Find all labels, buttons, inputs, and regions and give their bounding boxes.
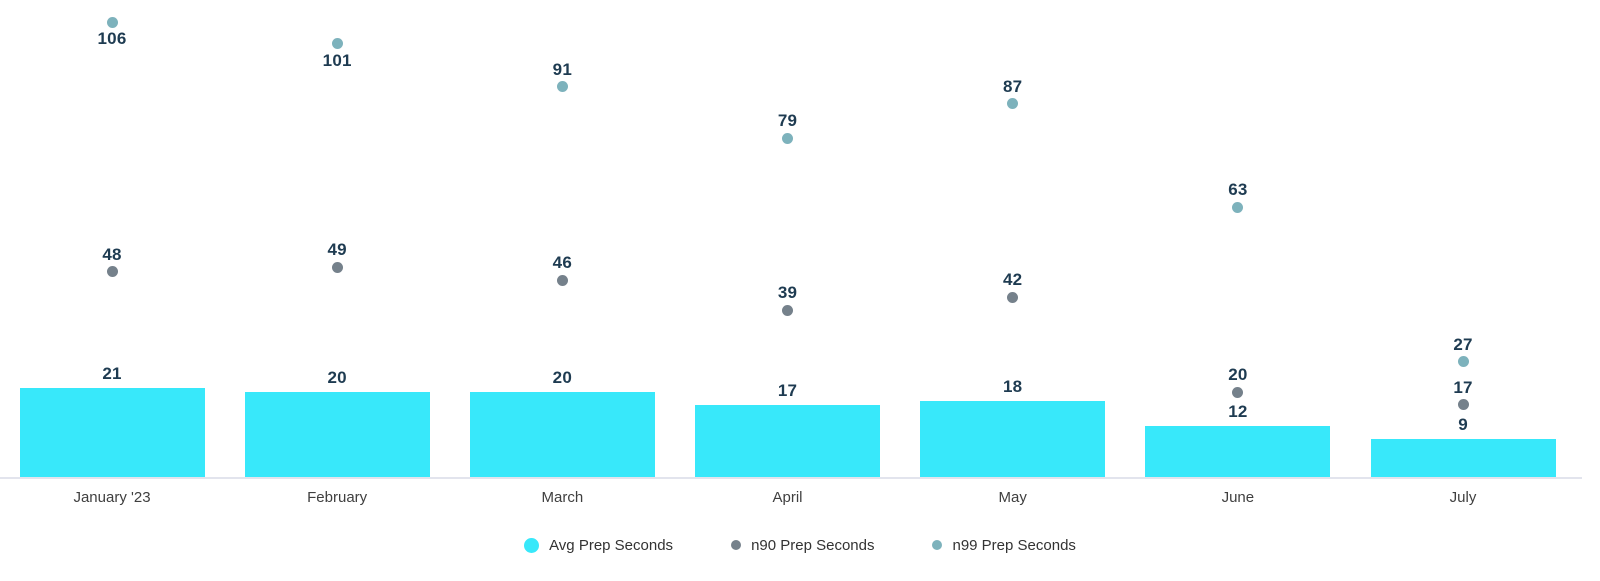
avg-prep-bar[interactable]: [244, 392, 430, 478]
n99-value-label: 79: [777, 111, 798, 131]
n90-point[interactable]: [1007, 291, 1019, 303]
legend-label-n90: n90 Prep Seconds: [751, 536, 875, 554]
avg-value-label: 9: [1458, 415, 1468, 435]
n99-point[interactable]: [556, 81, 568, 93]
n99-point[interactable]: [106, 16, 118, 28]
n99-point[interactable]: [1457, 356, 1469, 368]
n90-prep-seconds-swatch-icon: [731, 540, 742, 550]
n90-point[interactable]: [782, 304, 793, 316]
avg-value-label: 20: [327, 368, 347, 387]
n90-value-label: 49: [327, 240, 347, 260]
n90-point[interactable]: [556, 274, 568, 286]
n90-value-label: 42: [1003, 270, 1023, 290]
x-axis-label: June: [1221, 489, 1255, 506]
avg-prep-bar[interactable]: [1370, 439, 1556, 478]
n90-value-label: 46: [552, 253, 572, 273]
n99-point[interactable]: [1232, 201, 1244, 213]
avg-prep-seconds-swatch-icon: [524, 537, 540, 553]
n90-point[interactable]: [1232, 386, 1244, 398]
avg-value-label: 20: [552, 368, 572, 387]
avg-prep-bar[interactable]: [19, 387, 205, 478]
avg-value-label: 18: [1003, 376, 1023, 396]
n99-value-label: 27: [1453, 334, 1473, 354]
legend-item-n99-prep-seconds[interactable]: n99 Prep Seconds: [932, 536, 1076, 554]
avg-value-label: 12: [1228, 402, 1248, 422]
avg-prep-bar[interactable]: [920, 400, 1106, 478]
n99-value-label: 87: [1003, 76, 1023, 96]
n90-point[interactable]: [106, 266, 118, 278]
x-axis-label: April: [772, 489, 803, 506]
n99-point[interactable]: [782, 132, 793, 144]
avg-value-label: 21: [102, 363, 122, 383]
n90-value-label: 48: [102, 244, 122, 264]
n90-point[interactable]: [1457, 399, 1469, 411]
legend-label-avg: Avg Prep Seconds: [549, 536, 674, 554]
avg-value-label: 17: [777, 380, 798, 400]
x-axis-label: May: [998, 489, 1027, 506]
legend-label-n99: n99 Prep Seconds: [952, 536, 1076, 554]
avg-prep-bar[interactable]: [695, 404, 880, 478]
avg-prep-bar[interactable]: [1145, 426, 1331, 478]
n99-value-label: 106: [97, 29, 127, 49]
x-axis-label: March: [541, 489, 584, 506]
n99-prep-seconds-swatch-icon: [932, 540, 943, 550]
n99-value-label: 91: [552, 59, 572, 79]
x-axis-label: July: [1449, 489, 1477, 506]
n99-point[interactable]: [1007, 98, 1019, 110]
n90-value-label: 20: [1228, 365, 1248, 384]
chart-legend: Avg Prep Seconds n90 Prep Seconds n99 Pr…: [0, 531, 1600, 559]
n90-value-label: 17: [1453, 377, 1473, 397]
legend-item-avg-prep-seconds[interactable]: Avg Prep Seconds: [524, 537, 673, 554]
n99-value-label: 101: [322, 50, 352, 70]
x-axis-label: February: [307, 489, 368, 506]
n99-value-label: 63: [1228, 180, 1248, 200]
legend-item-n90-prep-seconds[interactable]: n90 Prep Seconds: [731, 537, 874, 554]
avg-prep-bar[interactable]: [469, 392, 655, 478]
n90-value-label: 39: [777, 283, 798, 303]
n99-point[interactable]: [331, 38, 343, 50]
n90-point[interactable]: [331, 261, 343, 273]
x-axis-line: [0, 477, 1582, 479]
x-axis-label: January '23: [73, 489, 151, 506]
